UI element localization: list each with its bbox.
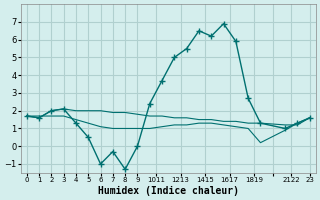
X-axis label: Humidex (Indice chaleur): Humidex (Indice chaleur) [98,186,239,196]
